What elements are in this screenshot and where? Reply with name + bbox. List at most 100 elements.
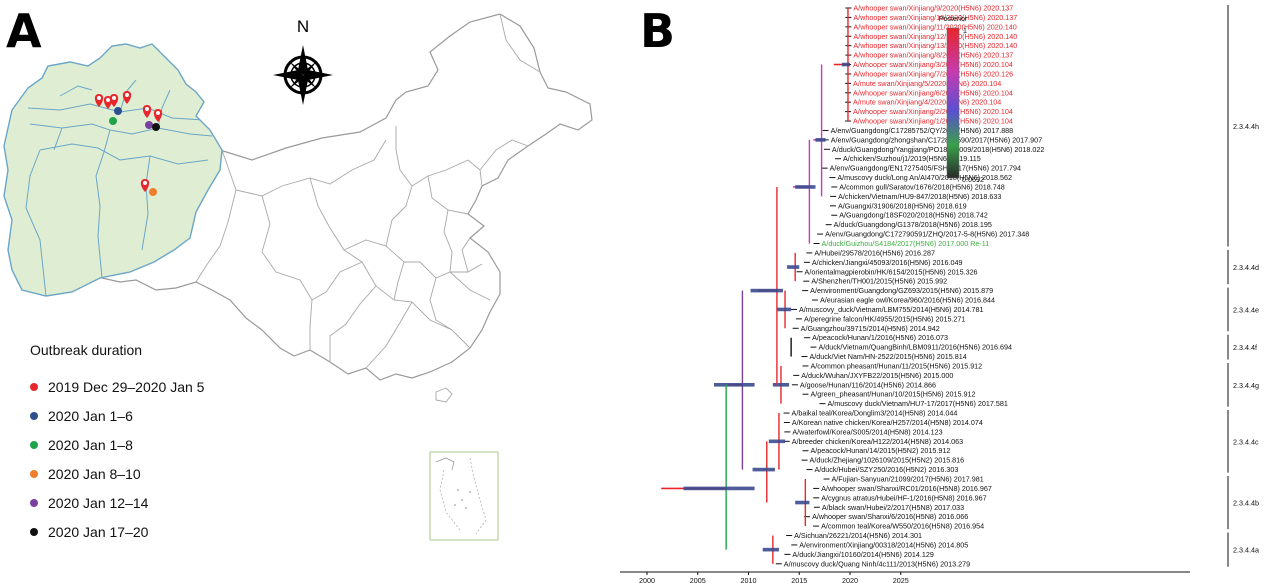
taxon-label: A/env/Guangdong/C17285752/QY/2017(H5N6) … bbox=[831, 126, 1014, 135]
legend-dot-icon bbox=[30, 498, 38, 507]
legend-dot-icon bbox=[30, 527, 38, 536]
hpd-bar bbox=[713, 383, 755, 387]
outbreak-legend: Outbreak duration 2019 Dec 29–2020 Jan 5… bbox=[30, 342, 204, 546]
hpd-bar bbox=[752, 467, 775, 472]
hpd-bar bbox=[750, 288, 784, 293]
taxon-label: A/duck/Guizhou/S4184/2017(H5N6) 2017.000… bbox=[822, 239, 990, 248]
taxon-label: A/green_pheasant/Hunan/10/2015(H5N6) 201… bbox=[811, 390, 976, 399]
legend-item: 2020 Jan 12–14 bbox=[30, 488, 204, 517]
outbreak-dot bbox=[145, 121, 153, 129]
hpd-bar bbox=[772, 383, 790, 387]
taxon-label: A/Guangzhou/39715/2014(H5N6) 2014.942 bbox=[801, 324, 940, 333]
axis-tick-label: 2020 bbox=[842, 576, 858, 583]
taxon-label: A/duck/Vietnam/QuangBinh/LBM0911/2016(H5… bbox=[818, 343, 1012, 352]
taxon-label: A/env/Guangdong/EN17275405/FSH/2017(H5N6… bbox=[830, 164, 1021, 173]
legend-dot-icon bbox=[30, 469, 38, 478]
axis-tick-label: 2025 bbox=[893, 576, 909, 583]
map-pin-icon bbox=[109, 94, 119, 107]
taxon-label: A/peacock/Hunan/1/2016(H5N6) 2016.073 bbox=[812, 333, 948, 342]
clade-label: 2.3.4.4a bbox=[1233, 546, 1259, 555]
legend-item: 2020 Jan 8–10 bbox=[30, 459, 204, 488]
legend-label: 2020 Jan 1–6 bbox=[48, 407, 133, 424]
taxon-label: A/breeder chicken/Korea/H122/2014(H5N8) … bbox=[792, 437, 963, 446]
outbreak-dot bbox=[114, 107, 122, 115]
taxon-label: A/Shenzhen/TH001/2015(H5N6) 2015.992 bbox=[811, 277, 947, 286]
taxon-label: A/whooper swan/Xinjiang/13/2020(H5N6) 20… bbox=[853, 41, 1017, 50]
taxon-label: A/mute swan/Xinjiang/4/2020(H5N6) 2020.1… bbox=[853, 98, 1001, 107]
province-borders bbox=[195, 13, 541, 369]
taxon-label: A/whooper swan/Xinjiang/9/2020(H5N6) 202… bbox=[853, 4, 1013, 13]
clade-label: 2.3.4.4d bbox=[1233, 263, 1259, 272]
taxon-label: A/Guangdong/18SF020/2018(H5N6) 2018.742 bbox=[839, 211, 988, 220]
legend-item: 2020 Jan 1–8 bbox=[30, 430, 204, 459]
taxon-label: A/environment/Guangdong/GZ693/2015(H5N6)… bbox=[810, 286, 993, 295]
map-pin-icon bbox=[140, 179, 150, 192]
hpd-bar bbox=[762, 547, 779, 552]
taxon-label: A/peacock/Hunan/14/2015(H5N2) 2015.912 bbox=[811, 446, 951, 455]
hpd-bar bbox=[841, 62, 850, 67]
clade-label: 2.3.4.4h bbox=[1233, 122, 1259, 131]
hpd-bar bbox=[815, 138, 826, 142]
north-label: N bbox=[297, 17, 309, 36]
taxon-label: A/common gull/Saratov/1676/2018(H5N6) 20… bbox=[839, 182, 1004, 191]
legend-label: 2020 Jan 12–14 bbox=[48, 494, 149, 511]
hainan-outline bbox=[435, 387, 453, 403]
taxon-label: A/whooper swan/Xinjiang/3/2020(H5N6) 202… bbox=[853, 60, 1013, 69]
legend-item: 2020 Jan 1–6 bbox=[30, 401, 204, 430]
clade-label: 2.3.4.4g bbox=[1233, 381, 1259, 390]
legend-item: 2019 Dec 29–2020 Jan 5 bbox=[30, 372, 204, 401]
legend-label: 2020 Jan 8–10 bbox=[48, 465, 141, 482]
taxon-label: A/baikal teal/Korea/Donglim3/2014(H5N8) … bbox=[792, 409, 958, 418]
taxon-label: A/Sichuan/26221/2014(H5N6) 2014.301 bbox=[794, 531, 922, 540]
outbreak-dot bbox=[109, 117, 117, 125]
clade-label: 2.3.4.4e bbox=[1233, 305, 1259, 314]
taxon-label: A/env/Guangdong/C172790591/ZHQ/2017-5-8(… bbox=[825, 230, 1029, 239]
taxon-label: A/duck/Zhejiang/1026109/2015(H5N2) 2015.… bbox=[810, 456, 965, 465]
hpd-bar bbox=[776, 307, 792, 312]
taxon-label: A/muscovy duck/Long An/AI470/2018(H5N6) … bbox=[837, 173, 1012, 182]
taxon-label: A/Hubei/29578/2016(H5N6) 2016.287 bbox=[814, 248, 935, 257]
china-outline bbox=[11, 13, 593, 381]
china-map: N bbox=[3, 13, 593, 541]
legend-dot-icon bbox=[30, 382, 38, 391]
hpd-bar bbox=[795, 185, 816, 189]
panel-label-b: B bbox=[640, 4, 676, 58]
taxon-label: A/chicken/Jiangxi/45093/2016(H5N6) 2016.… bbox=[812, 258, 963, 267]
clade-label: 2.3.4.4c bbox=[1233, 437, 1259, 446]
taxon-label: A/duck/Jiangxi/10160/2014(H5N6) 2014.129 bbox=[792, 550, 933, 559]
legend-label: 2020 Jan 17–20 bbox=[48, 523, 149, 540]
hpd-bar bbox=[683, 486, 755, 491]
taxon-label: A/whooper swan/Xinjiang/10/2020(H5N6) 20… bbox=[853, 13, 1017, 22]
taxon-label: A/env/Guangdong/zhongshan/C172870590/201… bbox=[831, 135, 1042, 144]
clade-label: 2.3.4.4f bbox=[1233, 343, 1257, 352]
taxon-label: A/muscovy duck/Vietnam/HU7-17/2017(H5N6)… bbox=[827, 399, 1007, 408]
legend-dot-icon bbox=[30, 411, 38, 420]
compass-icon bbox=[273, 45, 333, 105]
clade-label: 2.3.4.4b bbox=[1233, 499, 1259, 508]
taxon-label: A/whooper swan/Xinjiang/12/2020(H5N6) 20… bbox=[853, 32, 1017, 41]
taxon-label: A/whooper swan/Xinjiang/1/2020(H5N6) 202… bbox=[853, 117, 1013, 126]
legend-item: 2020 Jan 17–20 bbox=[30, 517, 204, 546]
taxon-label: A/black swan/Hubei/2/2017(H5N8) 2017.033 bbox=[822, 503, 964, 512]
hpd-bar bbox=[795, 500, 810, 505]
hpd-bar bbox=[768, 439, 786, 444]
taxon-label: A/duck/Guangdong/G1378/2018(H5N6) 2018.1… bbox=[834, 220, 992, 229]
map-pin-icon bbox=[94, 94, 104, 107]
outbreak-dot bbox=[152, 123, 160, 131]
axis-tick-label: 2005 bbox=[690, 576, 706, 583]
taxon-label: A/whooper swan/Xinjiang/2/2020(H5N6) 202… bbox=[853, 107, 1013, 116]
taxon-label: A/eurasian eagle owl/Korea/960/2016(H5N6… bbox=[820, 296, 995, 305]
hpd-bar bbox=[787, 265, 800, 269]
taxon-label: A/chicken/Suzhou/j1/2019(H5N6) 2019.115 bbox=[843, 154, 981, 163]
taxon-label: A/orientalmagpierobin/HK/6154/2015(H5N6)… bbox=[805, 267, 978, 276]
taxon-label: A/common pheasant/Hunan/11/2015(H5N6) 20… bbox=[811, 361, 983, 370]
taxon-label: A/common teal/Korea/W550/2016(H5N8) 2016… bbox=[821, 522, 984, 531]
taxon-label: A/whooper swan/Xinjiang/11/2020(H5N6) 20… bbox=[853, 22, 1016, 31]
south-china-sea-inset bbox=[429, 451, 499, 541]
axis-tick-label: 2000 bbox=[639, 576, 655, 583]
taxon-label: A/Korean native chicken/Korea/H257/2014(… bbox=[792, 418, 983, 427]
colorbar-min-label: 0.0692 bbox=[962, 175, 984, 184]
axis-tick-label: 2010 bbox=[741, 576, 757, 583]
taxon-label: A/whooper swan/Shanxi/6/2016(H5N8) 2016.… bbox=[812, 512, 968, 521]
taxon-label: A/cygnus atratus/Hubei/HF-1/2016(H5N8) 2… bbox=[821, 493, 986, 502]
